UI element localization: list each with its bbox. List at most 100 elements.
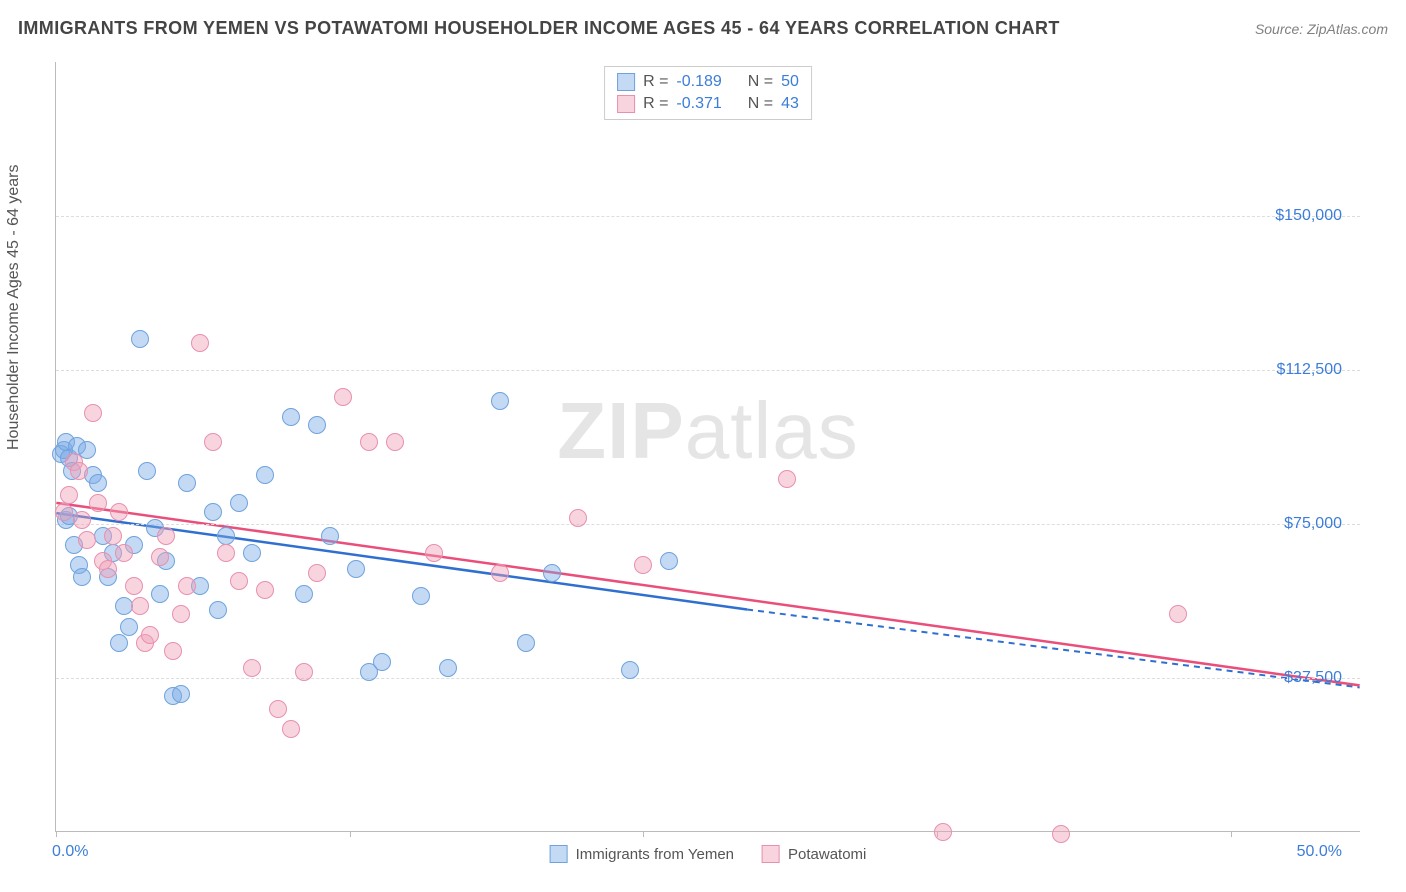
plot-area: ZIPatlas R =-0.189N =50R =-0.371N =43 Im…	[55, 62, 1360, 832]
r-label: R =	[643, 95, 668, 113]
scatter-point	[70, 462, 88, 480]
scatter-point	[89, 494, 107, 512]
scatter-point	[778, 470, 796, 488]
trend-lines	[56, 62, 1360, 831]
scatter-point	[1169, 605, 1187, 623]
legend-item: Potawatomi	[762, 845, 866, 863]
scatter-point	[517, 634, 535, 652]
scatter-point	[104, 527, 122, 545]
scatter-point	[84, 404, 102, 422]
legend-swatch	[762, 845, 780, 863]
gridline	[56, 524, 1360, 525]
scatter-point	[295, 663, 313, 681]
scatter-point	[141, 626, 159, 644]
scatter-point	[191, 334, 209, 352]
legend-stats: R = -0.189 N = 50 R = -0.371 N = 43	[604, 66, 812, 120]
source-label: Source: ZipAtlas.com	[1255, 21, 1388, 37]
scatter-point	[256, 581, 274, 599]
scatter-point	[282, 720, 300, 738]
scatter-point	[425, 544, 443, 562]
n-label: N =	[748, 95, 773, 113]
scatter-point	[373, 653, 391, 671]
watermark-light: atlas	[685, 386, 859, 475]
scatter-point	[243, 659, 261, 677]
chart-title: IMMIGRANTS FROM YEMEN VS POTAWATOMI HOUS…	[18, 18, 1060, 39]
scatter-point	[282, 408, 300, 426]
legend-stat-row: R = -0.189 N = 50	[617, 71, 799, 93]
y-tick-label: $75,000	[1284, 515, 1342, 533]
legend-swatch	[617, 73, 635, 91]
n-label: N =	[748, 73, 773, 91]
legend-label: Potawatomi	[788, 846, 866, 863]
scatter-point	[115, 544, 133, 562]
scatter-point	[209, 601, 227, 619]
scatter-point	[634, 556, 652, 574]
scatter-point	[110, 503, 128, 521]
r-value: -0.189	[676, 73, 721, 91]
scatter-point	[334, 388, 352, 406]
scatter-point	[321, 527, 339, 545]
y-tick-label: $150,000	[1275, 207, 1342, 225]
x-tick	[643, 831, 644, 837]
scatter-point	[347, 560, 365, 578]
scatter-point	[230, 572, 248, 590]
watermark-bold: ZIP	[557, 386, 684, 475]
scatter-point	[151, 585, 169, 603]
scatter-point	[78, 531, 96, 549]
scatter-point	[172, 685, 190, 703]
legend-label: Immigrants from Yemen	[576, 846, 734, 863]
scatter-point	[295, 585, 313, 603]
legend-stat-row: R = -0.371 N = 43	[617, 93, 799, 115]
scatter-point	[178, 474, 196, 492]
scatter-point	[543, 564, 561, 582]
r-label: R =	[643, 73, 668, 91]
y-tick-label: $112,500	[1276, 361, 1342, 379]
scatter-point	[934, 823, 952, 841]
scatter-point	[491, 392, 509, 410]
scatter-point	[125, 577, 143, 595]
x-tick	[1231, 831, 1232, 837]
scatter-point	[621, 661, 639, 679]
legend-swatch	[617, 95, 635, 113]
watermark: ZIPatlas	[557, 385, 858, 477]
n-value: 43	[781, 95, 799, 113]
scatter-point	[217, 544, 235, 562]
scatter-point	[172, 605, 190, 623]
y-axis-title: Householder Income Ages 45 - 64 years	[5, 165, 23, 451]
scatter-point	[157, 527, 175, 545]
scatter-point	[360, 433, 378, 451]
gridline	[56, 370, 1360, 371]
scatter-point	[660, 552, 678, 570]
x-max-label: 50.0%	[1297, 843, 1342, 861]
scatter-point	[412, 587, 430, 605]
scatter-point	[55, 503, 73, 521]
scatter-point	[1052, 825, 1070, 843]
scatter-point	[308, 416, 326, 434]
scatter-point	[99, 560, 117, 578]
legend-series: Immigrants from Yemen Potawatomi	[550, 845, 867, 863]
scatter-point	[217, 527, 235, 545]
scatter-point	[204, 503, 222, 521]
scatter-point	[439, 659, 457, 677]
n-value: 50	[781, 73, 799, 91]
y-tick-label: $37,500	[1284, 669, 1342, 687]
scatter-point	[491, 564, 509, 582]
scatter-point	[60, 486, 78, 504]
scatter-point	[131, 597, 149, 615]
legend-item: Immigrants from Yemen	[550, 845, 734, 863]
scatter-point	[256, 466, 274, 484]
scatter-point	[89, 474, 107, 492]
scatter-point	[308, 564, 326, 582]
legend-swatch	[550, 845, 568, 863]
scatter-point	[138, 462, 156, 480]
scatter-point	[178, 577, 196, 595]
scatter-point	[569, 509, 587, 527]
x-tick	[350, 831, 351, 837]
scatter-point	[120, 618, 138, 636]
r-value: -0.371	[676, 95, 721, 113]
scatter-point	[230, 494, 248, 512]
gridline	[56, 678, 1360, 679]
scatter-point	[73, 511, 91, 529]
x-tick	[56, 831, 57, 837]
scatter-point	[243, 544, 261, 562]
